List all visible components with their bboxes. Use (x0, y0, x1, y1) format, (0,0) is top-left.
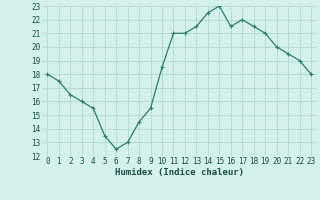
X-axis label: Humidex (Indice chaleur): Humidex (Indice chaleur) (115, 168, 244, 177)
